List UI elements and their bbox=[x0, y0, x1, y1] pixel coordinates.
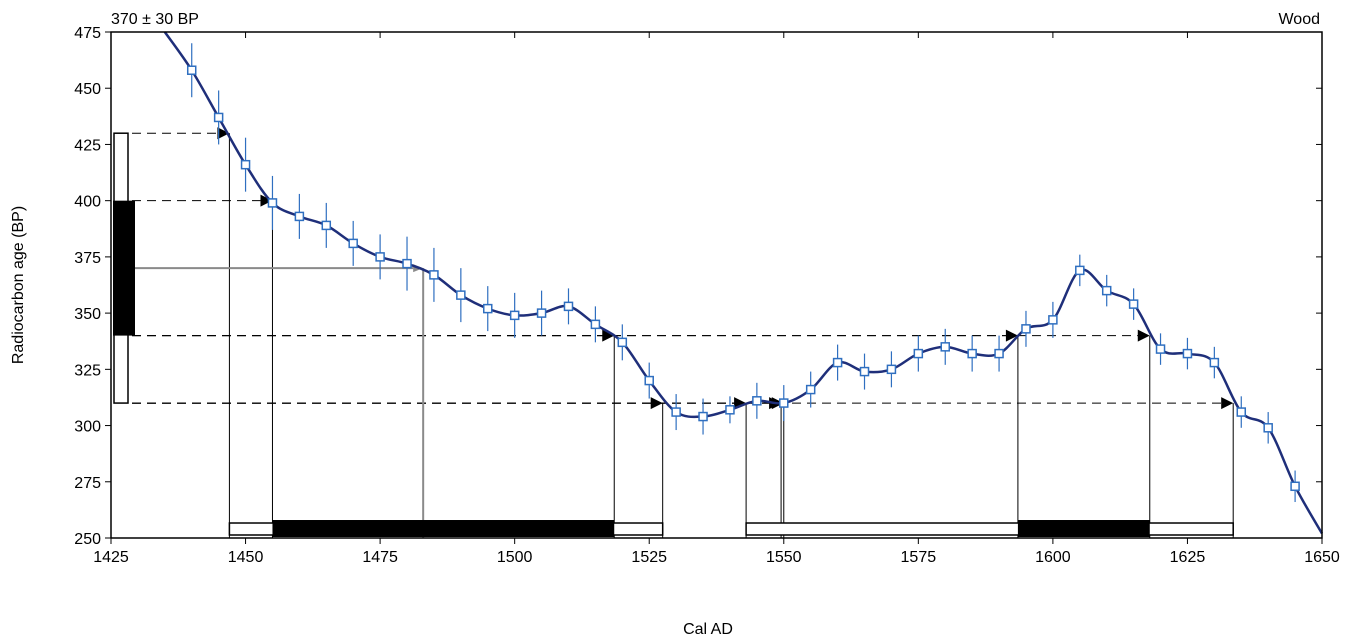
data-point-marker bbox=[1128, 299, 1139, 309]
x-tick-label: 1525 bbox=[631, 549, 667, 566]
data-point-marker bbox=[913, 348, 924, 359]
y-tick-label: 300 bbox=[74, 419, 101, 436]
data-point-marker bbox=[402, 258, 412, 269]
axis-ticks: 1425 1450 1475 1500 1525 1550 1575 1600 1625 1650… bbox=[74, 25, 1340, 566]
data-point-marker bbox=[483, 303, 493, 314]
data-point-marker bbox=[590, 319, 601, 330]
y-tick-label: 250 bbox=[74, 531, 101, 548]
x-tick-label: 1425 bbox=[93, 549, 129, 566]
chart-title-right: Wood bbox=[1278, 11, 1320, 28]
one-sigma-range-bar bbox=[1017, 520, 1150, 537]
data-point-marker bbox=[1101, 285, 1112, 296]
y-tick-label: 400 bbox=[74, 194, 101, 211]
data-point-marker bbox=[186, 65, 197, 75]
plot-frame bbox=[110, 31, 1323, 539]
one-sigma-range-bar bbox=[272, 520, 615, 537]
x-tick-label: 1575 bbox=[901, 549, 937, 566]
data-point-marker bbox=[698, 411, 708, 422]
x-tick-label: 1550 bbox=[766, 549, 802, 566]
data-point-marker bbox=[752, 396, 762, 406]
data-point-marker bbox=[671, 407, 681, 417]
x-tick-label: 1600 bbox=[1035, 549, 1071, 566]
data-point-marker bbox=[509, 310, 520, 321]
data-point-marker bbox=[456, 290, 466, 300]
data-point-marker bbox=[1290, 481, 1300, 492]
y-tick-label: 475 bbox=[74, 25, 101, 42]
data-point-marker bbox=[294, 211, 305, 222]
data-point-marker bbox=[617, 337, 628, 348]
y-tick-label: 275 bbox=[74, 475, 101, 492]
data-point-marker bbox=[779, 398, 789, 408]
data-point-marker bbox=[886, 364, 897, 375]
data-point-marker bbox=[1263, 423, 1273, 433]
data-point-marker bbox=[832, 357, 843, 368]
calibration-curve-line bbox=[163, 31, 1324, 535]
arrow-head bbox=[1005, 329, 1018, 342]
y-tick-label: 325 bbox=[74, 362, 101, 379]
data-point-marker bbox=[859, 366, 870, 377]
data-point-marker bbox=[321, 220, 332, 231]
data-point-marker bbox=[644, 375, 654, 386]
data-point-marker bbox=[267, 198, 278, 208]
data-point-marker bbox=[967, 348, 977, 359]
arrow-head bbox=[217, 127, 230, 140]
x-tick-label: 1450 bbox=[228, 549, 264, 566]
data-point-marker bbox=[563, 301, 574, 312]
data-point-marker bbox=[1236, 407, 1247, 417]
y-axis-label: Radiocarbon age (BP) bbox=[10, 206, 27, 364]
arrow-head bbox=[650, 397, 663, 410]
data-point-marker bbox=[536, 308, 547, 318]
data-point-marker bbox=[1048, 315, 1058, 325]
arrow-head bbox=[260, 194, 273, 207]
x-tick-label: 1650 bbox=[1304, 549, 1340, 566]
y-tick-label: 450 bbox=[74, 81, 101, 98]
two-sigma-range-bar bbox=[745, 522, 1234, 536]
y-tick-label: 375 bbox=[74, 250, 101, 267]
x-tick-label: 1625 bbox=[1170, 549, 1206, 566]
data-point-marker bbox=[1155, 344, 1166, 354]
x-tick-label: 1500 bbox=[497, 549, 533, 566]
data-point-marker bbox=[348, 238, 358, 249]
data-point-marker bbox=[1075, 265, 1085, 276]
data-point-marker bbox=[1182, 348, 1193, 359]
x-axis-label: Cal AD bbox=[683, 621, 733, 638]
data-point-marker bbox=[940, 342, 950, 352]
x-tick-label: 1475 bbox=[362, 549, 398, 566]
data-point-marker bbox=[805, 384, 816, 395]
measured-1sigma-bar bbox=[113, 200, 135, 336]
y-tick-label: 350 bbox=[74, 306, 101, 323]
plot-area bbox=[113, 31, 1324, 538]
data-point-marker bbox=[375, 252, 385, 262]
data-point-marker bbox=[725, 405, 735, 415]
y-tick-label: 425 bbox=[74, 137, 101, 154]
data-point-marker bbox=[213, 112, 224, 123]
arrow-head bbox=[1221, 397, 1234, 410]
arrow-head bbox=[1137, 329, 1150, 342]
data-point-marker bbox=[1209, 357, 1220, 368]
data-point-marker bbox=[429, 270, 439, 280]
data-point-marker bbox=[994, 348, 1004, 359]
chart-title-left: 370 ± 30 BP bbox=[111, 11, 199, 28]
data-point-marker bbox=[1021, 324, 1031, 334]
data-point-marker bbox=[240, 159, 251, 170]
arrow-head bbox=[602, 329, 615, 342]
